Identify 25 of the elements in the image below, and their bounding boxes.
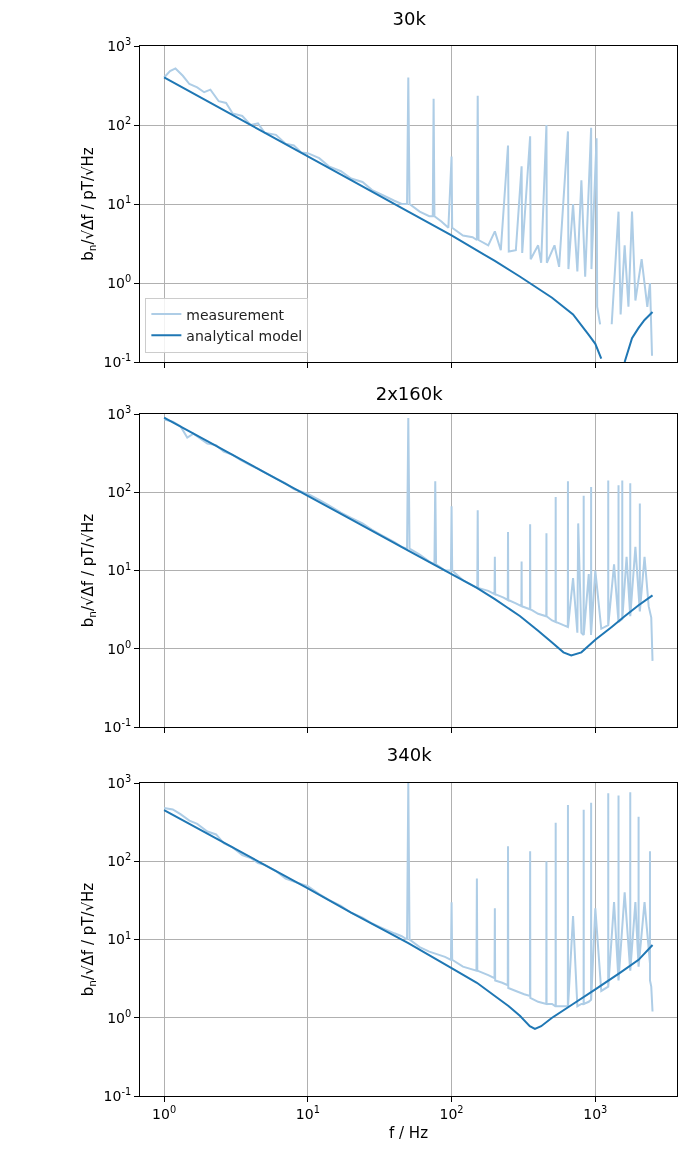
chart-title: 30k: [392, 7, 427, 29]
y-tick-label: 10$^{0}$: [107, 638, 132, 657]
x-tick-label: 10$^{0}$: [152, 1103, 177, 1122]
y-tick-label: 10$^{-1}$: [103, 1086, 132, 1104]
y-tick-label: 10$^{0}$: [107, 1007, 132, 1026]
y-tick-label: 10$^{-1}$: [103, 352, 132, 370]
y-tick-label: 10$^{2}$: [107, 482, 132, 501]
y-tick-label: 10$^{1}$: [107, 929, 132, 948]
legend-label: measurement: [186, 306, 285, 323]
legend-label: analytical model: [186, 327, 303, 344]
x-tick-label: 10$^{3}$: [583, 1103, 608, 1122]
x-tick-label: 10$^{1}$: [295, 1103, 320, 1122]
y-tick-label: 10$^{3}$: [107, 773, 132, 791]
chart-title: 340k: [386, 743, 433, 765]
y-tick-label: 10$^{2}$: [107, 115, 132, 133]
y-tick-label: 10$^{0}$: [107, 273, 132, 291]
y-tick-label: 10$^{1}$: [107, 194, 132, 212]
y-tick-label: 10$^{1}$: [107, 560, 132, 579]
chart-title: 2x160k: [375, 382, 444, 404]
y-tick-label: 10$^{3}$: [107, 36, 132, 54]
y-tick-label: 10$^{2}$: [107, 851, 132, 870]
y-tick-label: 10$^{3}$: [107, 404, 132, 422]
x-axis-title: f / Hz: [388, 1123, 429, 1142]
y-tick-label: 10$^{-1}$: [103, 717, 132, 735]
x-tick-label: 10$^{2}$: [439, 1103, 464, 1122]
